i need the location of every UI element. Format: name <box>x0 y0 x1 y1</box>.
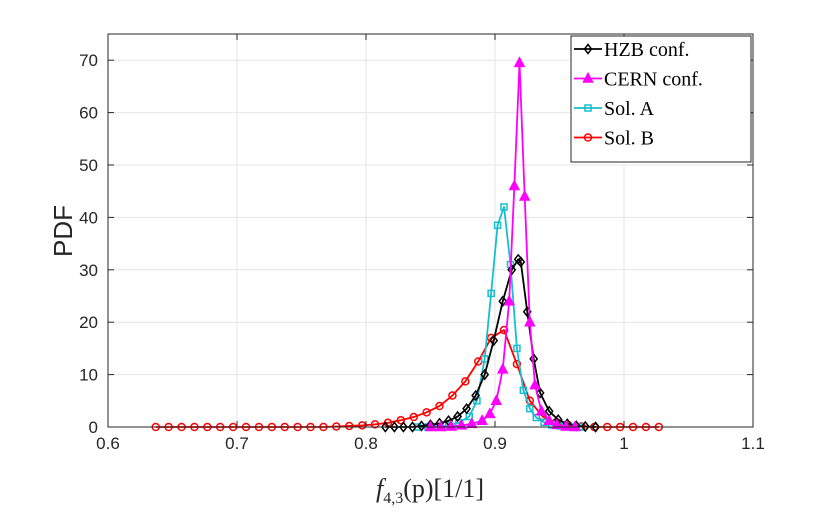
legend: HZB conf. CERN conf. Sol. A Sol. B <box>570 35 752 163</box>
y-tick-label: 20 <box>79 313 98 332</box>
data-point-cern-conf <box>543 414 555 425</box>
data-point-hzb-conf <box>591 421 601 433</box>
legend-label: CERN conf. <box>604 69 703 91</box>
data-point-sol-a <box>480 355 489 363</box>
legend-label: Sol. B <box>604 128 654 150</box>
data-point-sol-b <box>422 408 431 417</box>
y-tick-label: 10 <box>79 366 98 385</box>
x-tick-label: 1.1 <box>741 434 765 453</box>
legend-item-sol-b: Sol. B <box>574 128 654 150</box>
data-point-cern-conf <box>560 419 572 431</box>
data-point-hzb-conf <box>507 264 517 276</box>
data-point-sol-a <box>500 203 508 211</box>
data-point-cern-conf <box>476 414 488 425</box>
legend-item-cern-conf: CERN conf. <box>574 69 703 91</box>
x-tick-label: 1 <box>619 434 628 453</box>
data-point-sol-b <box>344 421 354 431</box>
data-point-hzb-conf <box>489 334 499 347</box>
data-point-sol-b <box>332 422 341 431</box>
data-point-cern-conf <box>551 418 563 430</box>
data-point-hzb-conf <box>480 368 490 381</box>
legend-item-sol-a: Sol. A <box>574 98 655 120</box>
data-point-sol-a <box>493 221 502 230</box>
data-point-sol-b <box>370 420 380 429</box>
y-tick-label: 0 <box>89 418 98 437</box>
legend-swatch-marker <box>583 133 593 142</box>
data-point-sol-b <box>448 391 457 400</box>
data-point-hzb-conf <box>398 421 408 433</box>
x-axis-label-main: f <box>376 474 387 503</box>
legend-box <box>570 35 752 163</box>
legend-swatch-marker <box>583 43 593 55</box>
data-point-hzb-conf <box>580 420 590 433</box>
y-tick-label: 40 <box>79 208 98 227</box>
series-hzb-conf <box>380 253 601 433</box>
data-point-sol-b <box>409 412 418 422</box>
y-tick-label: 70 <box>79 51 98 70</box>
x-tick-label: 0.8 <box>354 434 378 453</box>
legend-label: HZB conf. <box>604 39 690 61</box>
data-point-hzb-conf <box>471 389 481 402</box>
data-point-sol-b <box>396 415 406 425</box>
y-axis-label: PDF <box>48 205 78 257</box>
data-point-cern-conf <box>529 378 541 390</box>
data-point-cern-conf <box>535 404 548 416</box>
legend-swatch-marker <box>582 71 594 83</box>
data-point-cern-conf <box>490 394 503 406</box>
data-point-sol-b <box>461 377 470 386</box>
x-tick-label: 0.7 <box>225 434 249 453</box>
data-point-sol-a <box>513 344 521 353</box>
data-point-sol-b <box>435 401 444 411</box>
data-point-cern-conf <box>445 419 457 431</box>
data-point-hzb-conf <box>380 421 390 433</box>
data-point-sol-b <box>499 325 509 335</box>
x-axis-label-subscript: 4,3 <box>383 490 403 507</box>
data-point-hzb-conf <box>535 387 545 399</box>
x-axis-label: f4,3(p)[1/1] <box>376 474 484 507</box>
data-point-cern-conf <box>424 420 437 432</box>
data-point-cern-conf <box>496 362 509 374</box>
data-point-hzb-conf <box>407 421 417 433</box>
ticks: 0.6 0.7 0.8 0.9 1 1.1 0 10 20 30 40 50 60 70 <box>79 34 765 453</box>
data-point-sol-b <box>512 359 522 369</box>
y-tick-label: 50 <box>79 156 98 175</box>
data-point-cern-conf <box>513 56 526 68</box>
data-point-sol-a <box>519 386 528 395</box>
x-tick-label: 0.6 <box>96 434 120 453</box>
data-point-hzb-conf <box>389 421 399 433</box>
data-point-sol-a <box>487 289 495 298</box>
plot-frame <box>107 33 754 428</box>
grid <box>108 34 753 427</box>
legend-label: Sol. A <box>604 98 655 120</box>
data-point-cern-conf <box>508 179 521 191</box>
y-tick-label: 30 <box>79 261 98 280</box>
data-point-sol-a <box>465 412 473 421</box>
y-tick-label: 60 <box>79 104 98 123</box>
x-axis-label-argument: (p)[1/1] <box>403 474 484 503</box>
data-point-cern-conf <box>524 315 536 327</box>
data-point-sol-a <box>526 404 534 413</box>
data-point-hzb-conf <box>516 256 526 268</box>
data-point-hzb-conf <box>498 295 508 307</box>
data-point-hzb-conf <box>417 420 426 432</box>
data-point-cern-conf <box>503 294 515 306</box>
data-point-hzb-conf <box>462 402 472 415</box>
x-tick-label: 0.9 <box>483 434 507 453</box>
legend-swatch-marker <box>584 104 592 112</box>
data-point-cern-conf <box>435 420 447 432</box>
data-point-cern-conf <box>484 407 496 419</box>
data-point-cern-conf <box>518 189 531 201</box>
data-point-cern-conf <box>569 420 581 432</box>
data-point-hzb-conf <box>453 410 463 423</box>
legend-item-hzb-conf: HZB conf. <box>574 39 690 61</box>
